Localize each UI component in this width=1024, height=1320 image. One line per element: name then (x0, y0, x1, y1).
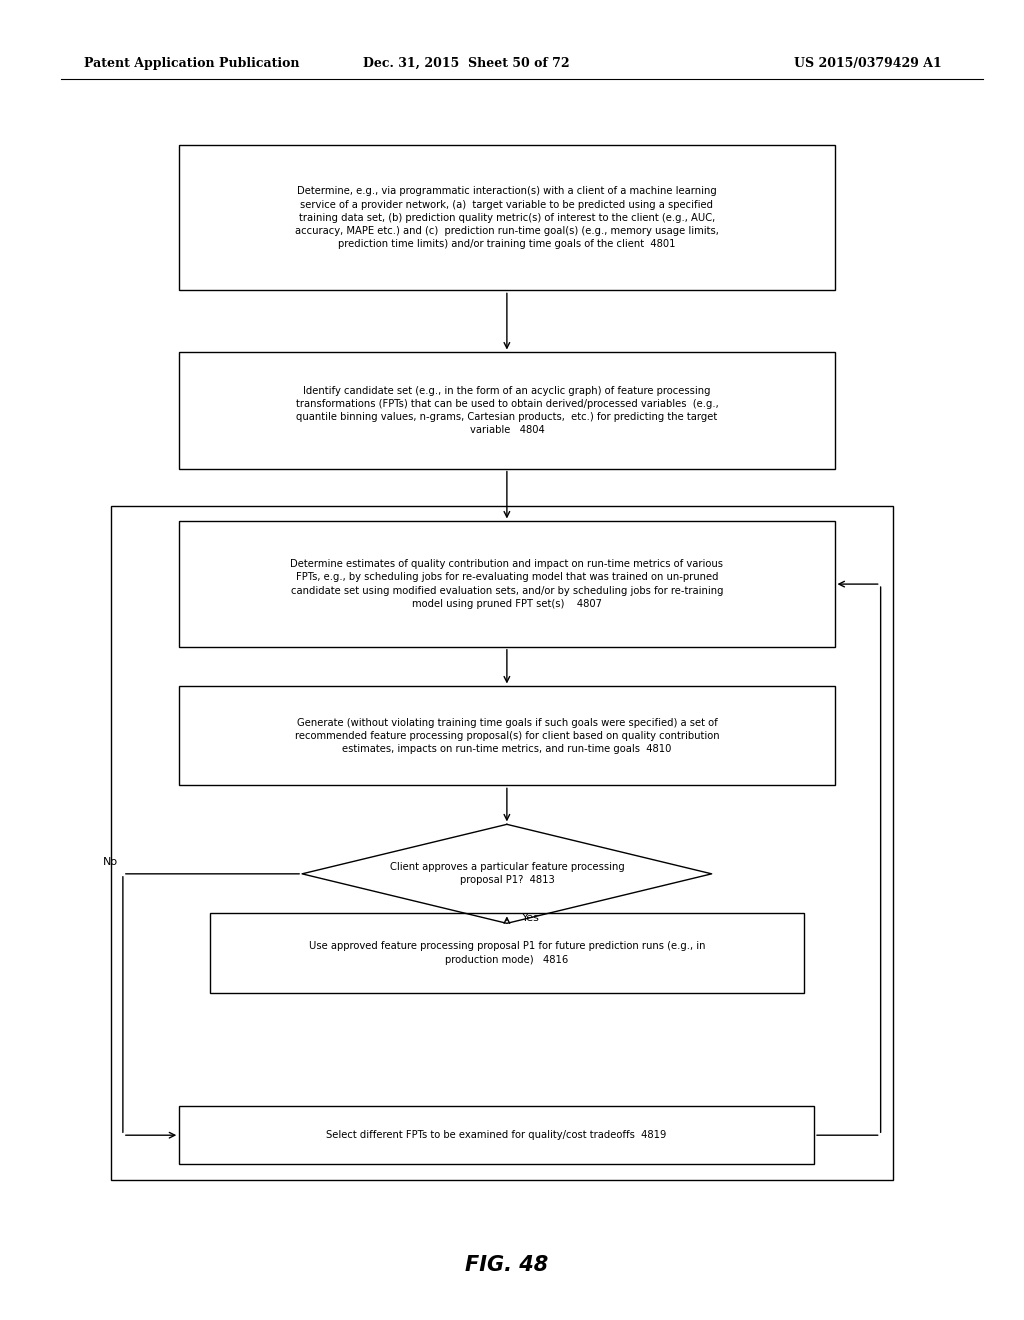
Text: Patent Application Publication: Patent Application Publication (84, 57, 299, 70)
Text: Select different FPTs to be examined for quality/cost tradeoffs  4819: Select different FPTs to be examined for… (327, 1130, 667, 1140)
Text: Dec. 31, 2015  Sheet 50 of 72: Dec. 31, 2015 Sheet 50 of 72 (362, 57, 569, 70)
Bar (111, 506, 893, 1180)
Text: Yes: Yes (522, 913, 540, 924)
Text: US 2015/0379429 A1: US 2015/0379429 A1 (795, 57, 942, 70)
Text: Identify candidate set (e.g., in the form of an acyclic graph) of feature proces: Identify candidate set (e.g., in the for… (296, 385, 718, 436)
Bar (179, 686, 835, 785)
Text: Determine estimates of quality contribution and impact on run-time metrics of va: Determine estimates of quality contribut… (291, 560, 723, 609)
Text: No: No (102, 857, 118, 867)
Text: Client approves a particular feature processing
proposal P1?  4813: Client approves a particular feature pro… (389, 862, 625, 886)
Text: Use approved feature processing proposal P1 for future prediction runs (e.g., in: Use approved feature processing proposal… (308, 941, 706, 965)
Text: Generate (without violating training time goals if such goals were specified) a : Generate (without violating training tim… (295, 718, 719, 754)
Bar (179, 352, 835, 469)
Bar (179, 1106, 814, 1164)
Text: Determine, e.g., via programmatic interaction(s) with a client of a machine lear: Determine, e.g., via programmatic intera… (295, 186, 719, 249)
Text: FIG. 48: FIG. 48 (465, 1254, 549, 1275)
Polygon shape (302, 824, 712, 924)
Bar (179, 521, 835, 647)
Bar (179, 145, 835, 290)
Bar (210, 913, 804, 993)
